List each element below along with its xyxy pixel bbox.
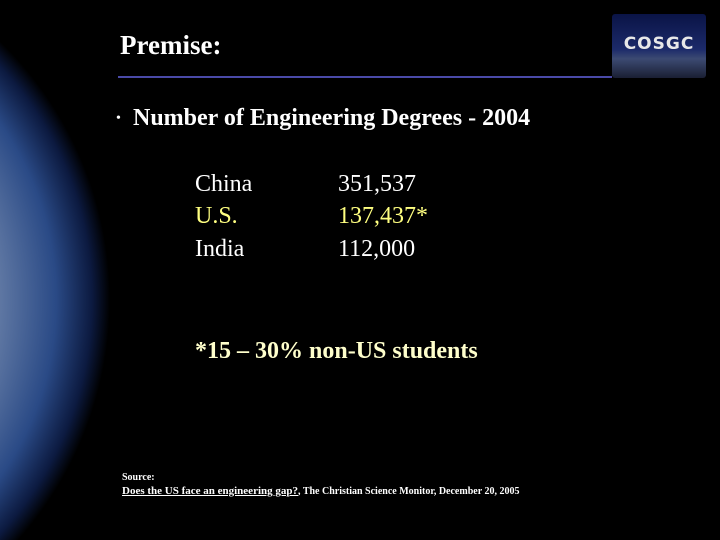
earth-backdrop: [0, 0, 200, 540]
logo-text: COSGC: [623, 34, 695, 54]
source-label: Source:: [122, 472, 155, 483]
logo: COSGC: [612, 14, 706, 78]
country: U.S.: [195, 203, 238, 229]
country: India: [195, 236, 245, 262]
bullet-dot: •: [116, 111, 121, 126]
footnote: *15 – 30% non-US students: [195, 338, 478, 364]
degrees: 351,537: [338, 171, 416, 197]
title-rule: [118, 76, 612, 78]
degrees: 112,000: [338, 236, 416, 262]
source-link[interactable]: Does the US face an engineering gap?: [122, 485, 298, 497]
bullet-text: Number of Engineering Degrees - 2004: [133, 105, 531, 131]
country: China: [195, 171, 253, 197]
source-text: , The Christian Science Monitor, Decembe…: [298, 486, 520, 497]
source-line: Does the US face an engineering gap?, Th…: [122, 485, 519, 497]
slide-title: Premise:: [120, 30, 222, 60]
degrees: 137,437*: [338, 203, 428, 229]
